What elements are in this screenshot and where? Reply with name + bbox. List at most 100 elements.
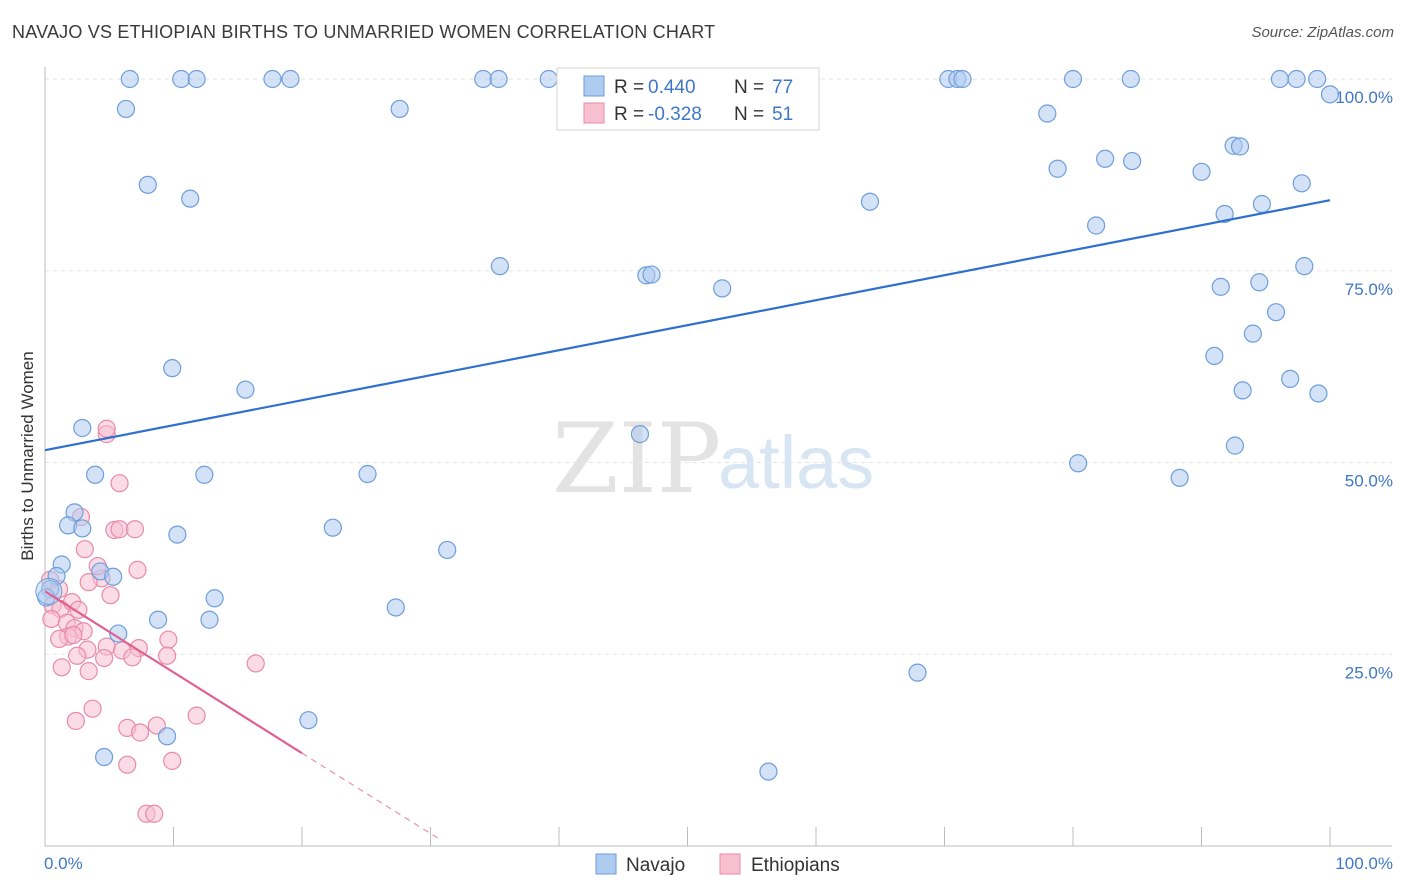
navajo-point-45 bbox=[1233, 381, 1252, 400]
navajo-point-30 bbox=[1292, 174, 1311, 193]
x-tick-label-min: 0.0% bbox=[44, 854, 83, 873]
navajo-point-76 bbox=[95, 747, 114, 767]
ethiopian-point-19 bbox=[42, 609, 61, 629]
navajo-point-71 bbox=[386, 598, 405, 617]
navajo-point-25 bbox=[1048, 159, 1067, 178]
y-axis-title: Births to Unmarried Women bbox=[18, 351, 37, 560]
navajo-point-41 bbox=[1243, 324, 1263, 343]
ethiopian-trend-line bbox=[44, 590, 303, 755]
watermark: ZIP atlas bbox=[552, 403, 874, 515]
navajo-point-40 bbox=[1295, 257, 1314, 276]
series-legend: Navajo Ethiopians bbox=[595, 853, 840, 876]
ethiopian-point-35 bbox=[246, 654, 265, 673]
navajo-point-13 bbox=[1270, 69, 1289, 89]
ethiopian-trend-extension bbox=[301, 752, 439, 839]
series-legend-ethiopian-label: Ethiopians bbox=[751, 855, 840, 876]
navajo-point-7 bbox=[539, 69, 558, 89]
ethiopian-point-1 bbox=[97, 419, 116, 438]
ethiopian-point-33 bbox=[123, 648, 142, 667]
ethiopian-point-43 bbox=[187, 706, 206, 725]
navajo-trend-line bbox=[44, 199, 1331, 452]
navajo-point-35 bbox=[642, 265, 661, 284]
ethiopian-point-31 bbox=[68, 646, 87, 665]
legend-navajo-n-value: 77 bbox=[772, 77, 793, 98]
navajo-point-38 bbox=[1250, 273, 1269, 292]
navajo-point-54 bbox=[1170, 468, 1189, 487]
navajo-point-24 bbox=[1096, 149, 1115, 168]
navajo-point-14 bbox=[1287, 69, 1306, 89]
navajo-point-19 bbox=[1038, 104, 1057, 123]
navajo-point-39 bbox=[1266, 303, 1286, 322]
navajo-point-0 bbox=[120, 69, 139, 89]
navajo-point-55 bbox=[1225, 436, 1245, 455]
legend-navajo-swatch bbox=[583, 75, 605, 97]
navajo-point-36 bbox=[713, 279, 732, 298]
navajo-point-46 bbox=[1281, 369, 1300, 388]
navajo-point-18 bbox=[390, 99, 409, 119]
navajo-point-26 bbox=[1192, 162, 1211, 181]
y-tick-label-25: 25.0% bbox=[1345, 663, 1393, 682]
navajo-point-58 bbox=[73, 519, 92, 538]
ethiopian-point-44 bbox=[118, 755, 137, 774]
navajo-point-53 bbox=[1069, 454, 1088, 473]
ethiopian-point-2 bbox=[110, 474, 129, 493]
navajo-point-52 bbox=[358, 464, 377, 484]
ethiopian-point-14 bbox=[101, 586, 120, 605]
series-legend-navajo-swatch bbox=[595, 853, 617, 875]
ethiopian-point-11 bbox=[79, 573, 98, 592]
ethiopian-point-25 bbox=[64, 625, 83, 645]
navajo-point-60 bbox=[323, 518, 342, 537]
legend-navajo-r-value: 0.440 bbox=[648, 77, 696, 98]
series-legend-ethiopian-swatch bbox=[719, 853, 741, 875]
navajo-point-68 bbox=[205, 589, 224, 608]
y-tick-label-50: 50.0% bbox=[1345, 472, 1393, 491]
navajo-point-47 bbox=[1309, 384, 1328, 403]
navajo-point-3 bbox=[263, 69, 282, 89]
correlation-legend: R = 0.440 N = 77 R = -0.328 N = 51 bbox=[556, 67, 820, 131]
ethiopian-point-38 bbox=[83, 699, 102, 718]
legend-ethiopian-r-value: -0.328 bbox=[648, 104, 702, 125]
navajo-point-44 bbox=[236, 380, 255, 399]
watermark-atlas: atlas bbox=[718, 421, 874, 504]
source-label: Source: ZipAtlas.com bbox=[1251, 24, 1394, 41]
navajo-point-42 bbox=[1205, 346, 1224, 365]
navajo-point-1 bbox=[172, 69, 191, 89]
gridlines bbox=[45, 78, 1392, 655]
navajo-point-15 bbox=[1308, 69, 1327, 89]
trend-lines bbox=[44, 199, 1331, 839]
navajo-point-10 bbox=[953, 69, 972, 89]
ethiopian-point-34 bbox=[157, 646, 177, 665]
navajo-point-21 bbox=[181, 189, 200, 208]
navajo-point-43 bbox=[163, 359, 182, 378]
legend-navajo-r-label: R = bbox=[614, 77, 644, 98]
navajo-point-23 bbox=[1123, 151, 1142, 171]
ethiopian-point-37 bbox=[79, 662, 98, 681]
navajo-point-33 bbox=[490, 257, 509, 276]
navajo-point-31 bbox=[1087, 216, 1106, 235]
ethiopian-point-13 bbox=[128, 560, 147, 579]
navajo-point-74 bbox=[299, 711, 318, 730]
navajo-point-59 bbox=[168, 525, 187, 544]
navajo-point-11 bbox=[1063, 69, 1083, 89]
navajo-point-32 bbox=[1215, 204, 1234, 224]
y-tick-label-75: 75.0% bbox=[1345, 280, 1393, 299]
legend-ethiopian-n-value: 51 bbox=[772, 104, 793, 125]
navajo-point-72 bbox=[109, 624, 128, 643]
navajo-point-70 bbox=[148, 610, 168, 629]
ethiopians-series bbox=[41, 419, 265, 823]
ethiopian-point-45 bbox=[163, 751, 182, 770]
y-axis-tick-labels: 25.0% 50.0% 75.0% 100.0% bbox=[1335, 88, 1393, 682]
ethiopian-point-41 bbox=[130, 723, 150, 742]
navajo-point-73 bbox=[908, 663, 927, 682]
navajo-point-48 bbox=[73, 418, 92, 438]
chart-title: NAVAJO VS ETHIOPIAN BIRTHS TO UNMARRIED … bbox=[12, 22, 716, 42]
navajo-point-51 bbox=[195, 465, 214, 484]
legend-ethiopian-swatch bbox=[583, 102, 605, 124]
navajo-point-16 bbox=[1320, 85, 1340, 104]
navajo-point-22 bbox=[860, 192, 880, 211]
ethiopian-point-5 bbox=[110, 520, 129, 539]
y-tick-label-100: 100.0% bbox=[1335, 88, 1393, 107]
ethiopian-point-32 bbox=[95, 648, 114, 668]
navajo-point-2 bbox=[187, 69, 206, 89]
